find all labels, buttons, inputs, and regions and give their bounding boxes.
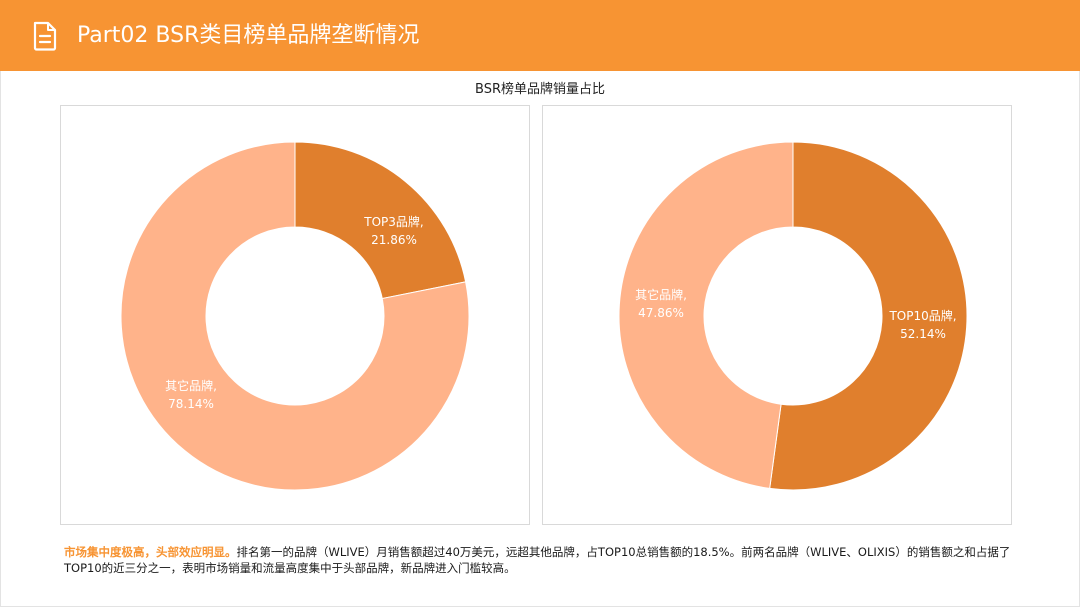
summary-highlight: 市场集中度极高，头部效应明显。 [64,545,237,559]
data-label-top3-other: 其它品牌, 78.14% [165,378,217,411]
data-label-top3-head: TOP3品牌, 21.86% [363,215,423,247]
donut-chart-top3: TOP3品牌, 21.86% 其它品牌, 78.14% [120,141,470,491]
data-label-top10-head: TOP10品牌, 52.14% [888,309,956,341]
document-icon [33,21,57,51]
chart-panel-top10: TOP10品牌, 52.14% 其它品牌, 47.86% [542,105,1012,525]
slice-top10-head [769,141,968,491]
summary-paragraph: 市场集中度极高，头部效应明显。排名第一的品牌（WLIVE）月销售额超过40万美元… [64,544,1034,576]
donut-chart-top10: TOP10品牌, 52.14% 其它品牌, 47.86% [618,141,968,491]
page-title: Part02 BSR类目榜单品牌垄断情况 [77,23,420,48]
slice-top3-head [294,141,467,300]
slice-top3-other [120,141,470,491]
header-bar: Part02 BSR类目榜单品牌垄断情况 [0,0,1080,71]
summary-text: 排名第一的品牌（WLIVE）月销售额超过40万美元，远超其他品牌，占TOP10总… [64,545,1011,575]
chart-title: BSR榜单品牌销量占比 [475,82,605,97]
chart-panel-top3: TOP3品牌, 21.86% 其它品牌, 78.14% [60,105,530,525]
slice-top10-other [618,141,794,489]
data-label-top10-other: 其它品牌, 47.86% [635,287,687,320]
